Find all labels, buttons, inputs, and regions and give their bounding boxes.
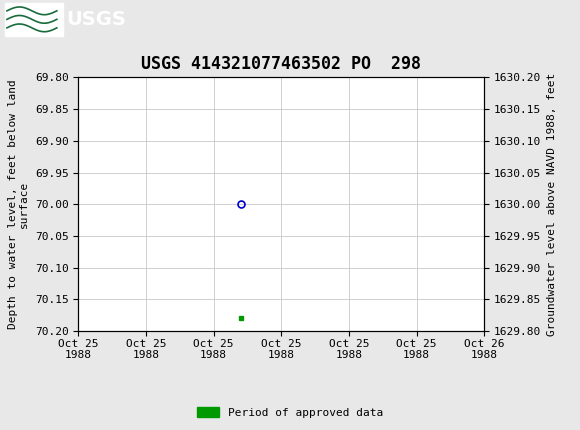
- Text: USGS: USGS: [67, 10, 126, 29]
- Y-axis label: Depth to water level, feet below land
surface: Depth to water level, feet below land su…: [8, 80, 29, 329]
- Legend: Period of approved data: Period of approved data: [193, 403, 387, 422]
- FancyBboxPatch shape: [5, 3, 63, 36]
- Y-axis label: Groundwater level above NAVD 1988, feet: Groundwater level above NAVD 1988, feet: [547, 73, 557, 336]
- Title: USGS 414321077463502 PO  298: USGS 414321077463502 PO 298: [142, 55, 421, 73]
